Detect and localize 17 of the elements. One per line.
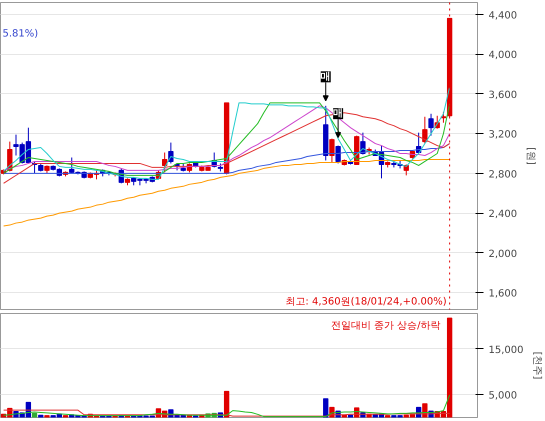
y-tick-label: 2,400 (488, 209, 518, 220)
annotation: 5.81%) (2, 28, 38, 40)
y-tick-label: 3,600 (488, 90, 518, 101)
y-tick-label: 4,000 (488, 50, 518, 62)
y-tick-label: 5,000 (488, 390, 518, 402)
annotation: 최고: 4,360원(18/01/24,+0.00%) (285, 296, 447, 308)
y-tick-label: 1,600 (488, 288, 518, 300)
annotation: 매 (333, 108, 344, 120)
annotation: 매 (320, 71, 331, 82)
y-tick-label: 15,000 (488, 344, 524, 356)
annotation: 전일대비 종가 상승/하락 (330, 320, 441, 332)
y-axis-title: [천주] (531, 352, 542, 380)
y-tick-label: 2,000 (488, 248, 518, 260)
y-axis-title: [원] (525, 147, 536, 165)
y-tick-label: 2,800 (488, 169, 518, 180)
y-tick-label: 4,400 (488, 10, 518, 22)
y-tick-label: 3,200 (488, 130, 518, 141)
